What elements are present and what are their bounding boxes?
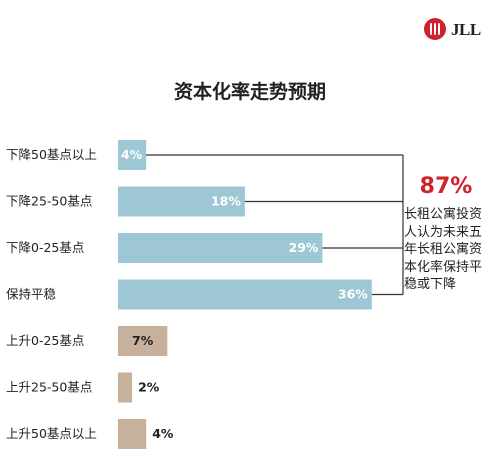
jll-logo: JLL <box>424 18 484 42</box>
bar-3 <box>118 233 323 263</box>
bar-6 <box>118 372 133 403</box>
value-label: 36% <box>338 287 368 302</box>
category-label: 下降50基点以上 <box>6 147 97 162</box>
callout-text: 长租公寓投资人认为未来五年长租公寓资本化率保持平稳或下降 <box>404 207 483 292</box>
bar-7 <box>118 419 147 449</box>
value-label: 2% <box>138 380 160 395</box>
callout-percent: 87% <box>419 174 473 199</box>
category-label: 下降0-25基点 <box>6 240 84 255</box>
bar-2 <box>118 186 245 217</box>
value-label: 7% <box>132 333 154 348</box>
bar-4 <box>118 279 372 310</box>
category-label: 上升50基点以上 <box>6 426 97 441</box>
jll-logo-mark <box>424 18 446 40</box>
category-label: 保持平稳 <box>6 287 57 302</box>
bar-1 <box>118 140 147 170</box>
value-label: 4% <box>152 426 174 441</box>
value-label: 29% <box>289 240 319 255</box>
jll-logo-text: JLL <box>451 20 481 39</box>
value-label: 4% <box>121 147 143 162</box>
category-label: 下降25-50基点 <box>6 194 92 209</box>
chart-title: 资本化率走势预期 <box>173 81 326 103</box>
category-label: 上升25-50基点 <box>6 380 92 395</box>
category-label: 上升0-25基点 <box>6 333 84 348</box>
bar-5 <box>118 326 168 356</box>
value-label: 18% <box>211 194 241 209</box>
